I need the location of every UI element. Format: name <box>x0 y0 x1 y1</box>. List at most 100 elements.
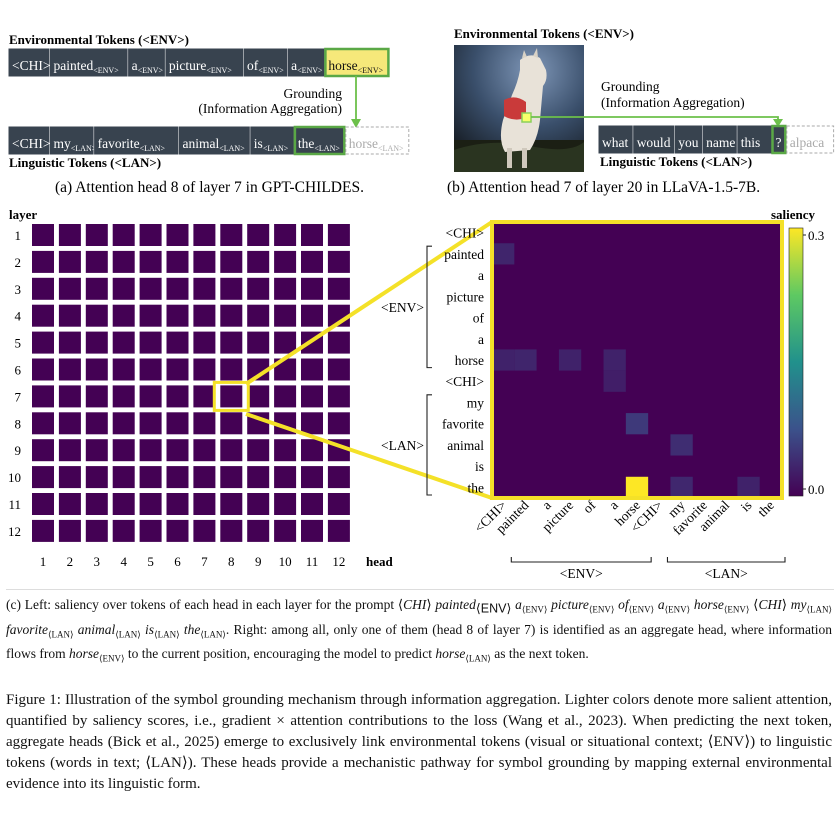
panel-a-env-token: painted<ENV> <box>50 48 128 77</box>
panel-b-lan-token-text: ? <box>776 135 782 150</box>
grid-cell <box>32 277 54 300</box>
caption-c-sub: ⟨LAN⟩ <box>115 629 141 640</box>
grid-cell <box>139 304 162 327</box>
caption-c-my: my <box>790 597 807 612</box>
grid-cell <box>220 385 243 408</box>
heatmap-cell <box>737 476 760 498</box>
grid-cell <box>139 331 162 354</box>
panel-a-env-heading: Environmental Tokens (<ENV>) <box>9 32 189 47</box>
caption-c-horse: horse <box>693 597 724 612</box>
caption-c-chi-2: CHI <box>758 597 782 612</box>
panel-a-lan-token-row: <CHI> my<LAN> favorite<LAN> animal<LAN> is<L… <box>8 125 410 156</box>
grid-cell <box>301 358 323 381</box>
grid-cell <box>166 250 189 273</box>
panel-a-env-token-text: painted<ENV> <box>54 58 120 75</box>
grid-cell <box>112 331 135 354</box>
grid-cell <box>327 412 350 435</box>
panel-a-env-token: of<ENV> <box>243 48 288 77</box>
grid-cell <box>58 385 81 408</box>
panel-a-env-token: picture<ENV> <box>165 48 243 77</box>
heatmap-cell <box>492 349 515 371</box>
caption-c-horse-3: horse <box>435 646 466 662</box>
grid-cell <box>274 493 297 515</box>
colorbar-label: saliency <box>771 207 816 222</box>
grid-layer-tick: 8 <box>15 416 22 431</box>
panel-a-lan-token-text: horse<LAN> <box>349 136 404 153</box>
grid-layer-tick: 5 <box>15 336 22 351</box>
grid-cell <box>166 493 189 515</box>
grid-cell <box>247 519 270 542</box>
panel-a-env-token-text: a<ENV> <box>291 58 323 75</box>
grid-cell <box>166 224 189 246</box>
grid-cell <box>112 358 135 381</box>
grid-cell <box>85 277 108 300</box>
heatmap-row-label: painted <box>444 247 484 262</box>
heatmap-row-label: a <box>478 332 484 347</box>
heatmap-group-brackets: <ENV> <LAN> <ENV> <LAN> <box>381 245 786 581</box>
caption-c-sub: ⟨ENV⟩ <box>664 604 691 615</box>
panel-b-grounding-label: Grounding (Information Aggregation) <box>601 79 745 110</box>
panel-b-grounding-line1: Grounding <box>601 79 660 94</box>
grid-cell <box>193 250 216 273</box>
grid-head-tick: 5 <box>147 554 154 569</box>
grid-cell <box>85 331 108 354</box>
panel-a-lan-token-text: favorite<LAN> <box>98 136 166 153</box>
grid-cell <box>112 519 135 542</box>
panel-a-grounding-line2: (Information Aggregation) <box>198 101 342 116</box>
grid-cell <box>301 304 323 327</box>
grid-cell <box>85 250 108 273</box>
heatmap-row-label: my <box>467 395 485 410</box>
panel-a-lan-heading: Linguistic Tokens (<LAN>) <box>9 155 161 170</box>
grid-cell <box>32 493 54 515</box>
grid-cell <box>166 385 189 408</box>
grid-head-tick: 1 <box>40 554 47 569</box>
grid-cell <box>139 466 162 489</box>
grid-cell <box>139 493 162 515</box>
heatmap-cell <box>670 434 693 456</box>
panel-b-lan-token-text: would <box>637 135 671 150</box>
heatmap-border <box>490 220 784 500</box>
panel-a-lan-token: is<LAN> <box>250 126 294 155</box>
grid-cell <box>220 224 243 246</box>
colorbar-tick-min: 0.0 <box>808 482 824 497</box>
grid-cell <box>220 331 243 354</box>
grid-cell <box>220 250 243 273</box>
grid-cell <box>193 224 216 246</box>
heatmap-cell <box>492 243 515 265</box>
grid-cell <box>112 439 135 462</box>
panel-a-lan-token-text: is<LAN> <box>254 136 289 153</box>
grid-cell <box>301 385 323 408</box>
grid-cell <box>85 439 108 462</box>
grid-head-tick: 11 <box>306 554 319 569</box>
grid-cell <box>301 466 323 489</box>
grid-cell <box>274 466 297 489</box>
grid-cell <box>274 519 297 542</box>
grid-cell <box>85 304 108 327</box>
panel-a-env-token-text: <CHI> <box>12 58 50 73</box>
panel-b-grounding-arrow <box>531 116 783 127</box>
grid-head-tick: 2 <box>67 554 74 569</box>
grid-highlight-box <box>212 380 250 412</box>
row-group-label: <LAN> <box>381 438 424 453</box>
grid-cell <box>193 412 216 435</box>
col-group-bracket <box>666 557 786 563</box>
grid-cell <box>274 439 297 462</box>
grid-cell <box>193 277 216 300</box>
row-group-bracket <box>426 245 432 369</box>
heatmap-row-label: favorite <box>442 417 484 432</box>
caption-c-sub: ⟨LAN⟩ <box>200 629 226 640</box>
grid-cell <box>247 331 270 354</box>
panel-b-lan-token-text: alpaca <box>790 135 824 150</box>
grid-cell <box>112 304 135 327</box>
grid-cell <box>112 412 135 435</box>
panel-b-lan-token-text: this <box>741 135 761 150</box>
grid-cell <box>247 304 270 327</box>
grid-cell <box>301 277 323 300</box>
grid-cell <box>112 277 135 300</box>
heatmap-row-label: is <box>475 459 484 474</box>
grid-cell <box>85 493 108 515</box>
grid-cell <box>112 466 135 489</box>
panel-a-env-token-row: <CHI> painted<ENV> a<ENV> picture<ENV> of<EN… <box>8 47 390 78</box>
grid-cell <box>193 331 216 354</box>
grid-cell <box>32 519 54 542</box>
